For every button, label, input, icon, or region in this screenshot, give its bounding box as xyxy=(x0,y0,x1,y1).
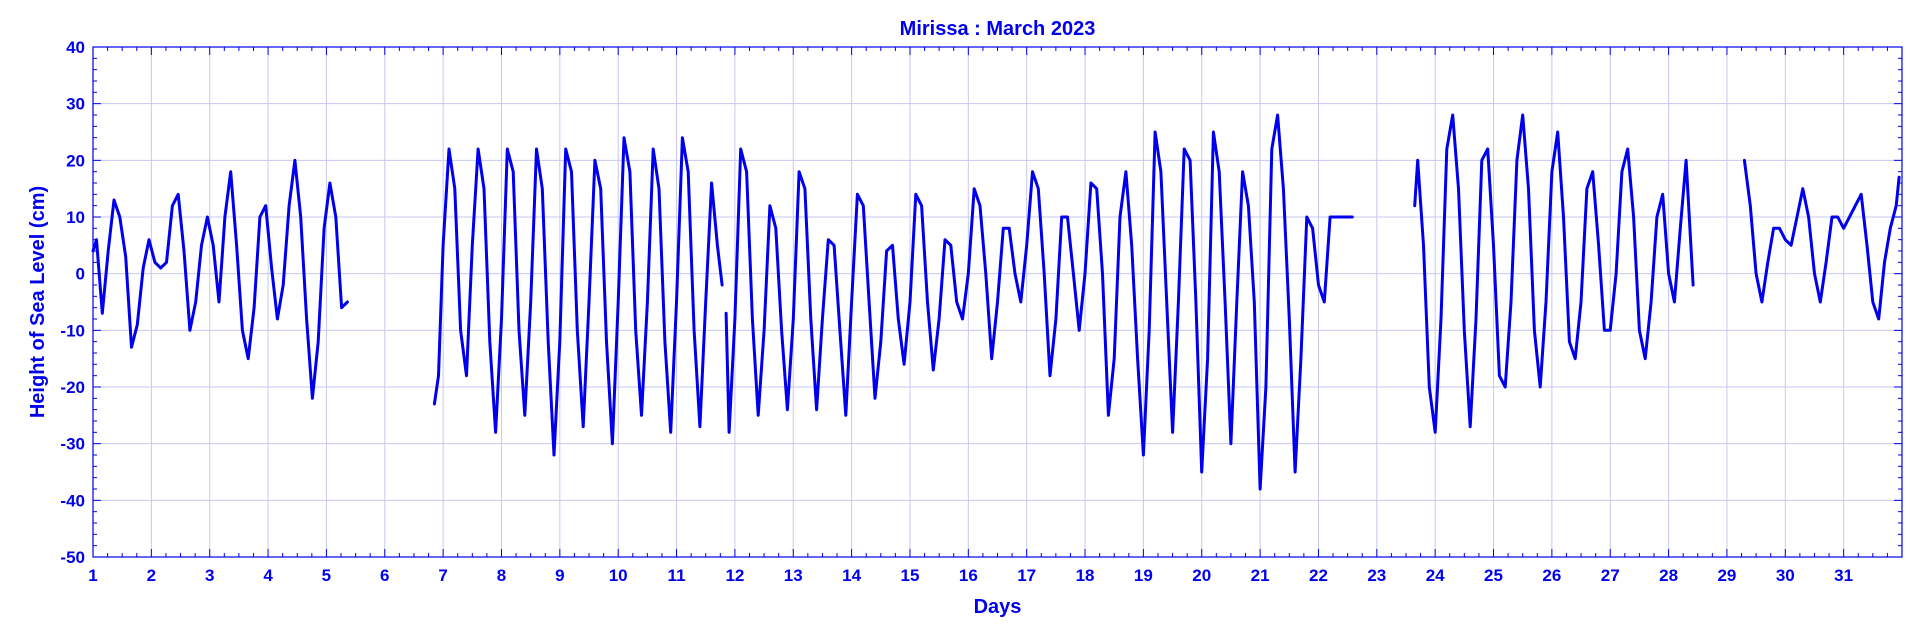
tick-layer xyxy=(92,46,1903,558)
x-tick-label: 25 xyxy=(1484,566,1503,585)
y-tick-label: 10 xyxy=(66,208,85,227)
series-line-segment xyxy=(432,136,724,457)
series-line-segment xyxy=(91,158,349,400)
x-tick-label: 9 xyxy=(555,566,564,585)
series-layer xyxy=(91,113,1901,491)
x-tick-label: 13 xyxy=(784,566,803,585)
chart-title: Mirissa : March 2023 xyxy=(900,18,1096,40)
x-tick-label: 3 xyxy=(205,566,214,585)
x-tick-label: 23 xyxy=(1367,566,1386,585)
x-tick-label: 18 xyxy=(1076,566,1095,585)
x-tick-label: 7 xyxy=(438,566,447,585)
y-tick-label: -20 xyxy=(60,378,85,397)
y-tick-label: 0 xyxy=(76,265,85,284)
x-tick-label: 1 xyxy=(88,566,97,585)
x-tick-label: 16 xyxy=(959,566,978,585)
x-tick-label: 14 xyxy=(842,566,861,585)
x-tick-label: 12 xyxy=(725,566,744,585)
x-tick-label: 19 xyxy=(1134,566,1153,585)
x-tick-label: 17 xyxy=(1017,566,1036,585)
y-tick-label: 30 xyxy=(66,95,85,114)
y-tick-label: -40 xyxy=(60,491,85,510)
x-tick-label: 28 xyxy=(1659,566,1678,585)
x-tick-label: 8 xyxy=(497,566,506,585)
series-line-segment xyxy=(1742,158,1901,321)
x-tick-label: 20 xyxy=(1192,566,1211,585)
x-tick-label: 2 xyxy=(147,566,156,585)
y-tick-label: 40 xyxy=(66,38,85,57)
x-tick-label: 15 xyxy=(901,566,920,585)
x-tick-label: 30 xyxy=(1776,566,1795,585)
x-tick-label: 27 xyxy=(1601,566,1620,585)
x-tick-label: 11 xyxy=(668,566,686,585)
x-tick-label: 26 xyxy=(1542,566,1561,585)
x-tick-label: 6 xyxy=(380,566,389,585)
x-tick-label: 5 xyxy=(322,566,331,585)
x-axis-label: Days xyxy=(974,596,1022,618)
x-tick-label: 4 xyxy=(263,566,273,585)
y-tick-label: -30 xyxy=(60,435,85,454)
x-tick-label: 31 xyxy=(1834,566,1853,585)
y-axis-label: Height of Sea Level (cm) xyxy=(27,186,49,418)
y-tick-label: -10 xyxy=(60,321,85,340)
x-tick-label: 10 xyxy=(609,566,628,585)
x-tick-label: 22 xyxy=(1309,566,1328,585)
series-line-segment xyxy=(724,113,1354,491)
x-tick-label: 29 xyxy=(1717,566,1736,585)
tick-label-layer: 1 2 3 4 5 6 7 8 9 10 11 12 13 14 15 16 17 18 19 20 21 22 23 24 2… xyxy=(60,38,1853,585)
series-line-segment xyxy=(1413,113,1695,434)
y-tick-label: -50 xyxy=(60,548,85,567)
x-tick-label: 24 xyxy=(1426,566,1445,585)
x-tick-label: 21 xyxy=(1251,566,1270,585)
y-tick-label: 20 xyxy=(66,151,85,170)
